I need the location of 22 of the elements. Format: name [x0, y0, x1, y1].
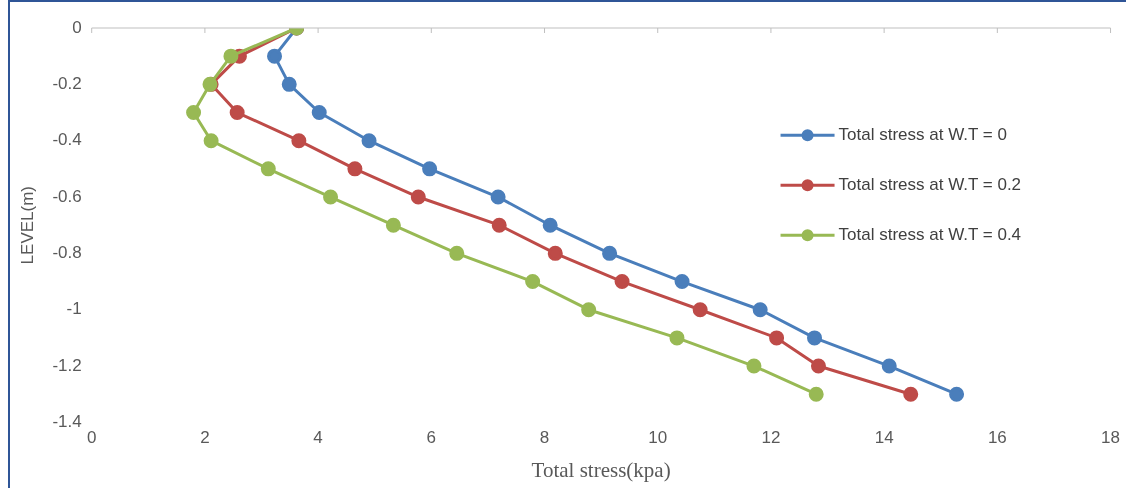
- x-axis-title: Total stress(kpa): [531, 457, 671, 482]
- x-tick-label: 4: [313, 428, 323, 448]
- point: [949, 386, 965, 402]
- x-tick-label: 0: [86, 428, 97, 448]
- point: [186, 105, 202, 121]
- x-tick-label: 6: [426, 428, 437, 448]
- y-axis-title: LEVEL(m): [17, 185, 37, 265]
- x-tick-label: 14: [874, 428, 894, 448]
- y-tick-label: 0: [72, 17, 82, 37]
- x-tick-label: 16: [987, 428, 1007, 448]
- y-tick-label: -1.4: [52, 412, 82, 432]
- y-tick-label: -0.4: [52, 130, 82, 150]
- x-tick-label: 10: [648, 428, 668, 448]
- y-tick-label: -1: [66, 299, 82, 319]
- x-tick-label: 8: [539, 428, 550, 448]
- x-tick-label: 18: [1101, 428, 1121, 448]
- y-tick-label: -1.2: [52, 355, 82, 375]
- y-tick-label: -0.8: [52, 243, 82, 263]
- x-tick-label: 2: [200, 428, 210, 448]
- x-tick-label: 12: [761, 428, 781, 448]
- y-tick-label: -0.2: [52, 74, 82, 94]
- y-tick-label: -0.6: [52, 186, 82, 206]
